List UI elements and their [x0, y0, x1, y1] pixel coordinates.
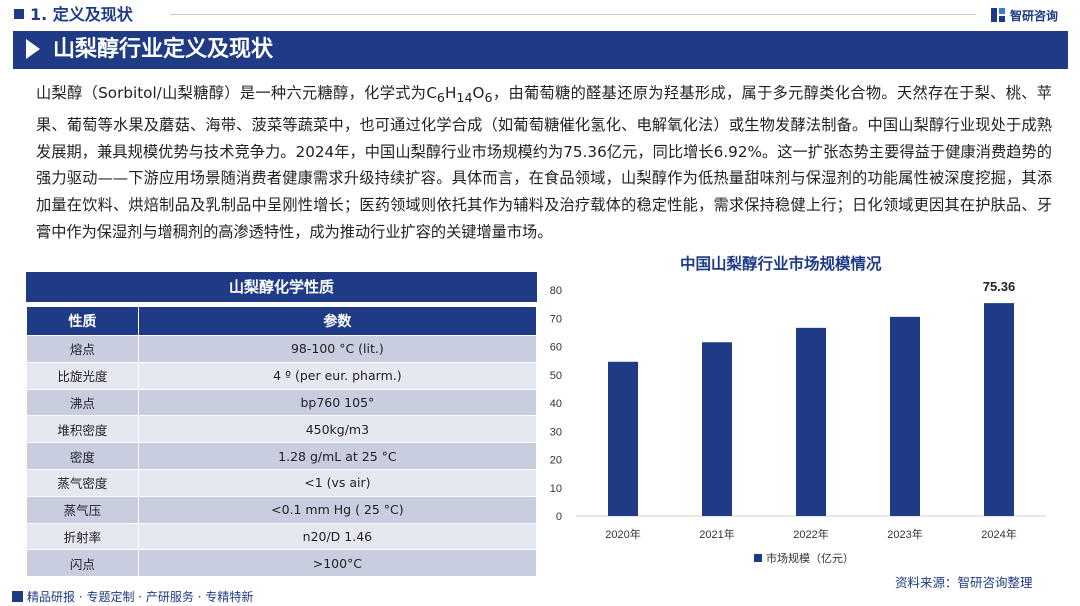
- section-title: 1. 定义及现状: [30, 5, 133, 24]
- property-name: 折射率: [26, 522, 139, 551]
- legend-swatch: [754, 554, 762, 562]
- legend-label: 市场规模（亿元）: [766, 551, 854, 565]
- y-tick-label: 80: [550, 285, 562, 297]
- property-name: 熔点: [26, 335, 139, 363]
- table-header-row: 性质 参数: [26, 306, 538, 336]
- property-value: bp760 105°: [137, 388, 538, 417]
- properties-table: 性质 参数 熔点 98-100 °C (lit.) 比旋光度 4 º (per eu…: [26, 306, 538, 578]
- table-row: 蒸气密度 <1 (vs air): [26, 468, 538, 497]
- table-row: 折射率 n20/D 1.46: [26, 522, 538, 551]
- property-value: <1 (vs air): [137, 468, 538, 497]
- property-value: 450kg/m3: [137, 415, 538, 444]
- logo-text: 智研咨询: [1010, 8, 1059, 23]
- property-value: 4 º (per eur. pharm.): [137, 361, 538, 390]
- x-tick-label: 2023年: [887, 527, 922, 541]
- header-cell-value: 参数: [137, 306, 538, 336]
- data-label: 75.36: [983, 279, 1016, 294]
- bar: [890, 316, 920, 516]
- table-row: 熔点 98-100 °C (lit.): [26, 335, 538, 363]
- property-value: <0.1 mm Hg ( 25 °C): [137, 495, 538, 524]
- chart-title: 中国山梨醇行业市场规模情况: [680, 255, 882, 273]
- footer: 精品研报 · 专题定制 · 产研服务 · 专精特新: [12, 589, 253, 605]
- footer-logo-icon: [12, 591, 23, 602]
- property-name: 比旋光度: [26, 361, 139, 390]
- x-tick-label: 2020年: [605, 527, 640, 541]
- table-row: 闪点 >100°C: [26, 549, 538, 578]
- properties-table-panel: 山梨醇化学性质 性质 参数 熔点 98-100 °C (lit.) 比旋光度 4 º…: [26, 272, 538, 578]
- market-size-bar-chart: 0 10 20 30 40 50 60 70 80 2020年 2021年 2022年 2023年 202…: [550, 279, 1046, 565]
- top-bar: 1. 定义及现状 智研咨询: [0, 0, 1080, 30]
- header-divider: [170, 14, 976, 15]
- y-tick-label: 60: [550, 342, 562, 354]
- source-note: 资料来源：智研咨询整理: [895, 575, 1033, 590]
- y-tick-label: 40: [550, 398, 562, 410]
- property-name: 密度: [26, 442, 139, 470]
- banner-arrow-icon: [26, 39, 40, 59]
- y-tick-label: 20: [550, 455, 562, 467]
- table-row: 沸点 bp760 105°: [26, 388, 538, 417]
- property-value: 1.28 g/mL at 25 °C: [137, 442, 538, 470]
- footer-text: 精品研报 · 专题定制 · 产研服务 · 专精特新: [27, 590, 254, 604]
- table-row: 密度 1.28 g/mL at 25 °C: [26, 442, 538, 470]
- property-name: 蒸气密度: [26, 468, 139, 497]
- table-title: 山梨醇化学性质: [26, 272, 537, 302]
- company-logo: 智研咨询: [990, 6, 1058, 24]
- property-name: 蒸气压: [26, 495, 139, 524]
- page-title: 山梨醇行业定义及现状: [53, 37, 274, 62]
- header-cell-property: 性质: [26, 306, 139, 336]
- property-value: 98-100 °C (lit.): [137, 335, 538, 363]
- y-tick-label: 50: [550, 370, 562, 382]
- property-value: >100°C: [137, 549, 538, 578]
- x-tick-label: 2022年: [793, 527, 828, 541]
- property-name: 堆积密度: [26, 415, 139, 444]
- table-row: 蒸气压 <0.1 mm Hg ( 25 °C): [26, 495, 538, 524]
- table-row: 堆积密度 450kg/m3: [26, 415, 538, 444]
- y-tick-label: 70: [550, 313, 562, 325]
- x-tick-label: 2024年: [981, 527, 1016, 541]
- bar: [796, 327, 826, 516]
- y-tick-label: 10: [550, 483, 562, 495]
- y-tick-label: 30: [550, 426, 562, 438]
- property-name: 沸点: [26, 388, 139, 417]
- bar: [608, 361, 638, 516]
- property-name: 闪点: [26, 549, 139, 578]
- bar: [702, 342, 732, 516]
- logo-mark-icon: [991, 8, 1005, 22]
- bar: [984, 303, 1014, 516]
- section-marker-icon: [14, 9, 24, 19]
- page-banner: 山梨醇行业定义及现状: [13, 31, 1068, 69]
- y-tick-label: 0: [556, 511, 562, 523]
- x-tick-label: 2021年: [699, 527, 734, 541]
- table-row: 比旋光度 4 º (per eur. pharm.): [26, 361, 538, 390]
- property-value: n20/D 1.46: [137, 522, 538, 551]
- intro-paragraph: 山梨醇（Sorbitol/山梨糖醇）是一种六元糖醇，化学式为C6H14O6，由葡…: [36, 84, 1052, 242]
